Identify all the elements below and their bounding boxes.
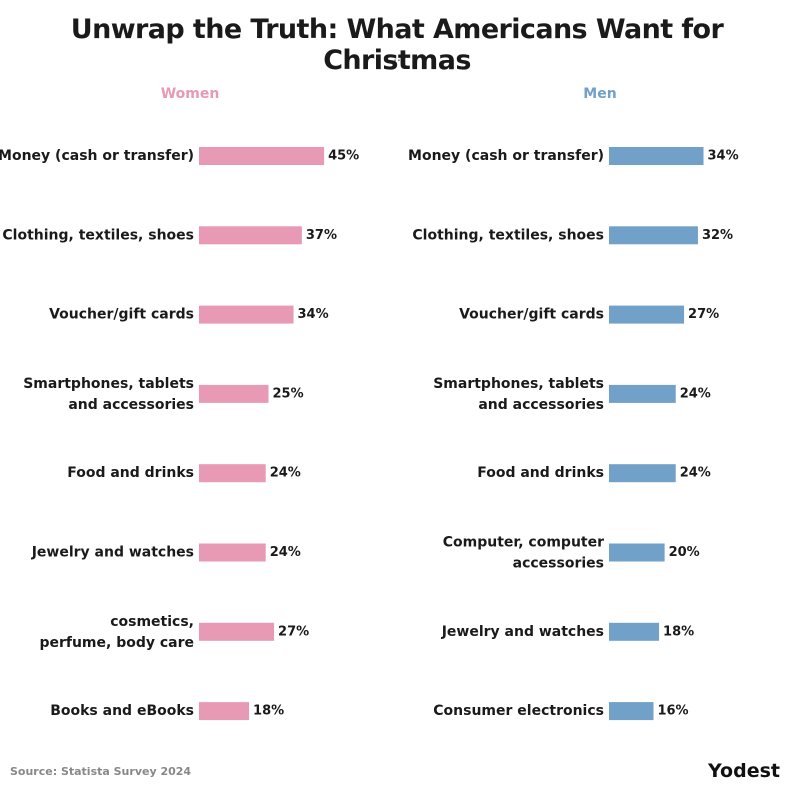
women-category-label: Smartphones, tablets and accessories <box>23 376 194 413</box>
women-bar <box>199 543 266 562</box>
women-value-label: 24% <box>270 466 301 481</box>
women-category-label: Books and eBooks <box>50 703 194 719</box>
women-value-label: 27% <box>278 624 309 639</box>
men-bar <box>609 305 685 324</box>
men-bar <box>609 384 676 403</box>
men-value-label: 34% <box>708 149 739 164</box>
women-value-label: 37% <box>306 228 337 243</box>
men-category-label: Consumer electronics <box>433 703 604 719</box>
men-bar <box>609 464 676 483</box>
men-category-label: Money (cash or transfer) <box>408 148 604 164</box>
men-bar <box>609 622 660 641</box>
women-category-label: Voucher/gift cards <box>49 307 194 323</box>
women-category-label: Jewelry and watches <box>31 545 194 561</box>
women-category-label: Clothing, textiles, shoes <box>2 227 194 243</box>
women-value-label: 45% <box>328 149 359 164</box>
men-value-label: 24% <box>680 466 711 481</box>
men-value-label: 32% <box>702 228 733 243</box>
women-value-label: 34% <box>298 307 329 322</box>
men-category-label: Jewelry and watches <box>441 624 604 640</box>
men-category-label: Voucher/gift cards <box>459 307 604 323</box>
men-value-label: 20% <box>669 545 700 560</box>
chart-subtitle: .. <box>393 50 401 64</box>
women-category-label: cosmetics, perfume, body care <box>39 614 194 651</box>
source-note: Source: Statista Survey 2024 <box>10 765 192 778</box>
men-value-label: 18% <box>663 624 694 639</box>
women-category-label: Food and drinks <box>67 465 194 481</box>
women-bar <box>199 384 269 403</box>
women-bar <box>199 305 294 324</box>
men-category-label: Smartphones, tablets and accessories <box>433 376 604 413</box>
women-category-label: Money (cash or transfer) <box>0 148 194 164</box>
men-value-label: 27% <box>688 307 719 322</box>
men-bar <box>609 543 665 562</box>
men-category-label: Computer, computer accessories <box>443 535 604 572</box>
women-value-label: 24% <box>270 545 301 560</box>
men-category-label: Food and drinks <box>477 465 604 481</box>
women-bar <box>199 464 266 483</box>
bar-chart: 45% Money (cash or transfer) 37% Clothing, … <box>0 147 739 721</box>
women-bar <box>199 147 325 165</box>
men-bar <box>609 226 698 245</box>
men-category-label: Clothing, textiles, shoes <box>412 227 604 243</box>
chart-title: Unwrap the Truth: What Americans Want fo… <box>70 14 724 76</box>
women-bar <box>199 622 275 641</box>
women-bar <box>199 702 250 721</box>
men-panel-title: Men <box>583 86 617 102</box>
women-bar <box>199 226 302 245</box>
men-value-label: 16% <box>657 704 688 719</box>
brand-logo: Yodest <box>708 760 780 782</box>
women-value-label: 25% <box>273 386 304 401</box>
men-bar <box>609 702 654 721</box>
men-value-label: 24% <box>680 386 711 401</box>
women-panel-title: Women <box>160 86 220 102</box>
men-bar <box>609 147 704 165</box>
women-value-label: 18% <box>253 704 284 719</box>
